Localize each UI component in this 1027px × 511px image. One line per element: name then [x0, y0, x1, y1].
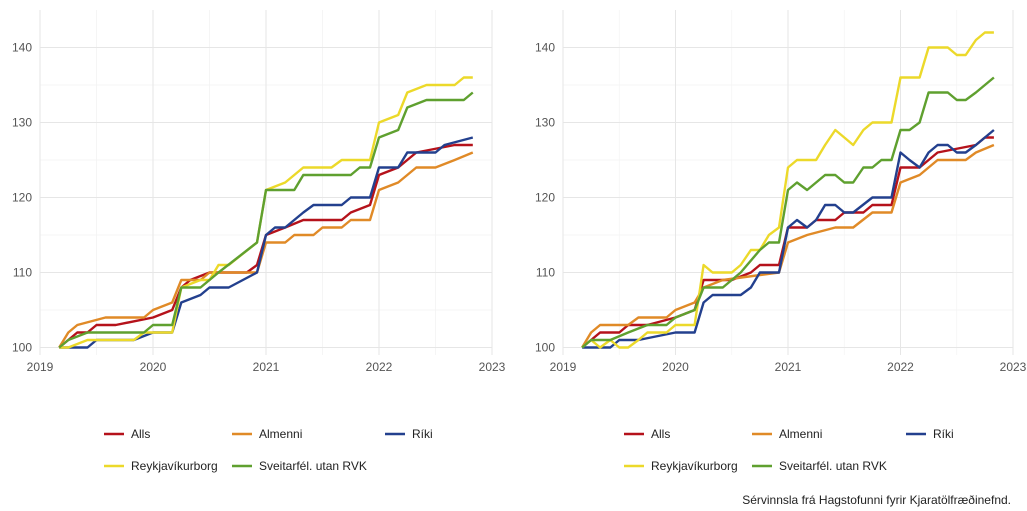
series-line: [581, 143, 995, 349]
x-tick-label: 2019: [27, 360, 54, 374]
series-line: [58, 91, 474, 349]
legend-item: Alls: [624, 427, 670, 441]
x-tick-label: 2020: [662, 360, 689, 374]
legend-item: Sveitarfél. utan RVK: [752, 459, 887, 473]
legend-label: Reykjavíkurborg: [131, 459, 218, 473]
series-line: [581, 31, 994, 349]
x-tick-label: 2021: [253, 360, 280, 374]
legend-item: Reykjavíkurborg: [104, 459, 218, 473]
x-tick-label: 2022: [366, 360, 393, 374]
y-tick-label: 140: [535, 41, 555, 55]
legend-item: Almenni: [232, 427, 302, 441]
legend-label: Reykjavíkurborg: [651, 459, 738, 473]
legend-label: Alls: [651, 427, 670, 441]
legend-item: Ríki: [906, 427, 954, 441]
legend-label: Almenni: [259, 427, 302, 441]
x-tick-label: 2023: [479, 360, 506, 374]
y-tick-label: 100: [12, 341, 32, 355]
y-tick-label: 110: [536, 266, 555, 280]
chart-panel-1: 2019 2020 2021 2022 2023 100 110 120 130 140 Alls A…: [12, 10, 506, 473]
y-tick-label: 140: [12, 41, 32, 55]
series-line: [581, 76, 995, 349]
legend-label: Ríki: [412, 427, 433, 441]
x-tick-label: 2022: [887, 360, 914, 374]
chart-panel-2: 2019 2020 2021 2022 2023 100 110 120 130 140 Alls A…: [535, 10, 1027, 473]
x-tick-label: 2020: [140, 360, 167, 374]
legend-label: Almenni: [779, 427, 822, 441]
y-tick-label: 120: [535, 191, 555, 205]
source-caption: Sérvinnsla frá Hagstofunni fyrir Kjaratö…: [742, 493, 1011, 507]
legend-label: Alls: [131, 427, 150, 441]
legend-label: Ríki: [933, 427, 954, 441]
y-tick-label: 120: [12, 191, 32, 205]
y-tick-label: 130: [535, 116, 555, 130]
series-line: [582, 129, 995, 349]
legend-item: Sveitarfél. utan RVK: [232, 459, 367, 473]
x-tick-label: 2023: [1000, 360, 1027, 374]
legend-label: Sveitarfél. utan RVK: [779, 459, 887, 473]
legend-item: Alls: [104, 427, 150, 441]
series-line: [58, 151, 474, 349]
legend-label: Sveitarfél. utan RVK: [259, 459, 367, 473]
y-tick-label: 100: [535, 341, 555, 355]
legend-item: Almenni: [752, 427, 822, 441]
y-tick-label: 130: [12, 116, 32, 130]
legend-item: Reykjavíkurborg: [624, 459, 738, 473]
x-tick-label: 2019: [550, 360, 577, 374]
y-tick-label: 110: [13, 266, 32, 280]
legend-item: Ríki: [385, 427, 433, 441]
x-tick-label: 2021: [775, 360, 802, 374]
